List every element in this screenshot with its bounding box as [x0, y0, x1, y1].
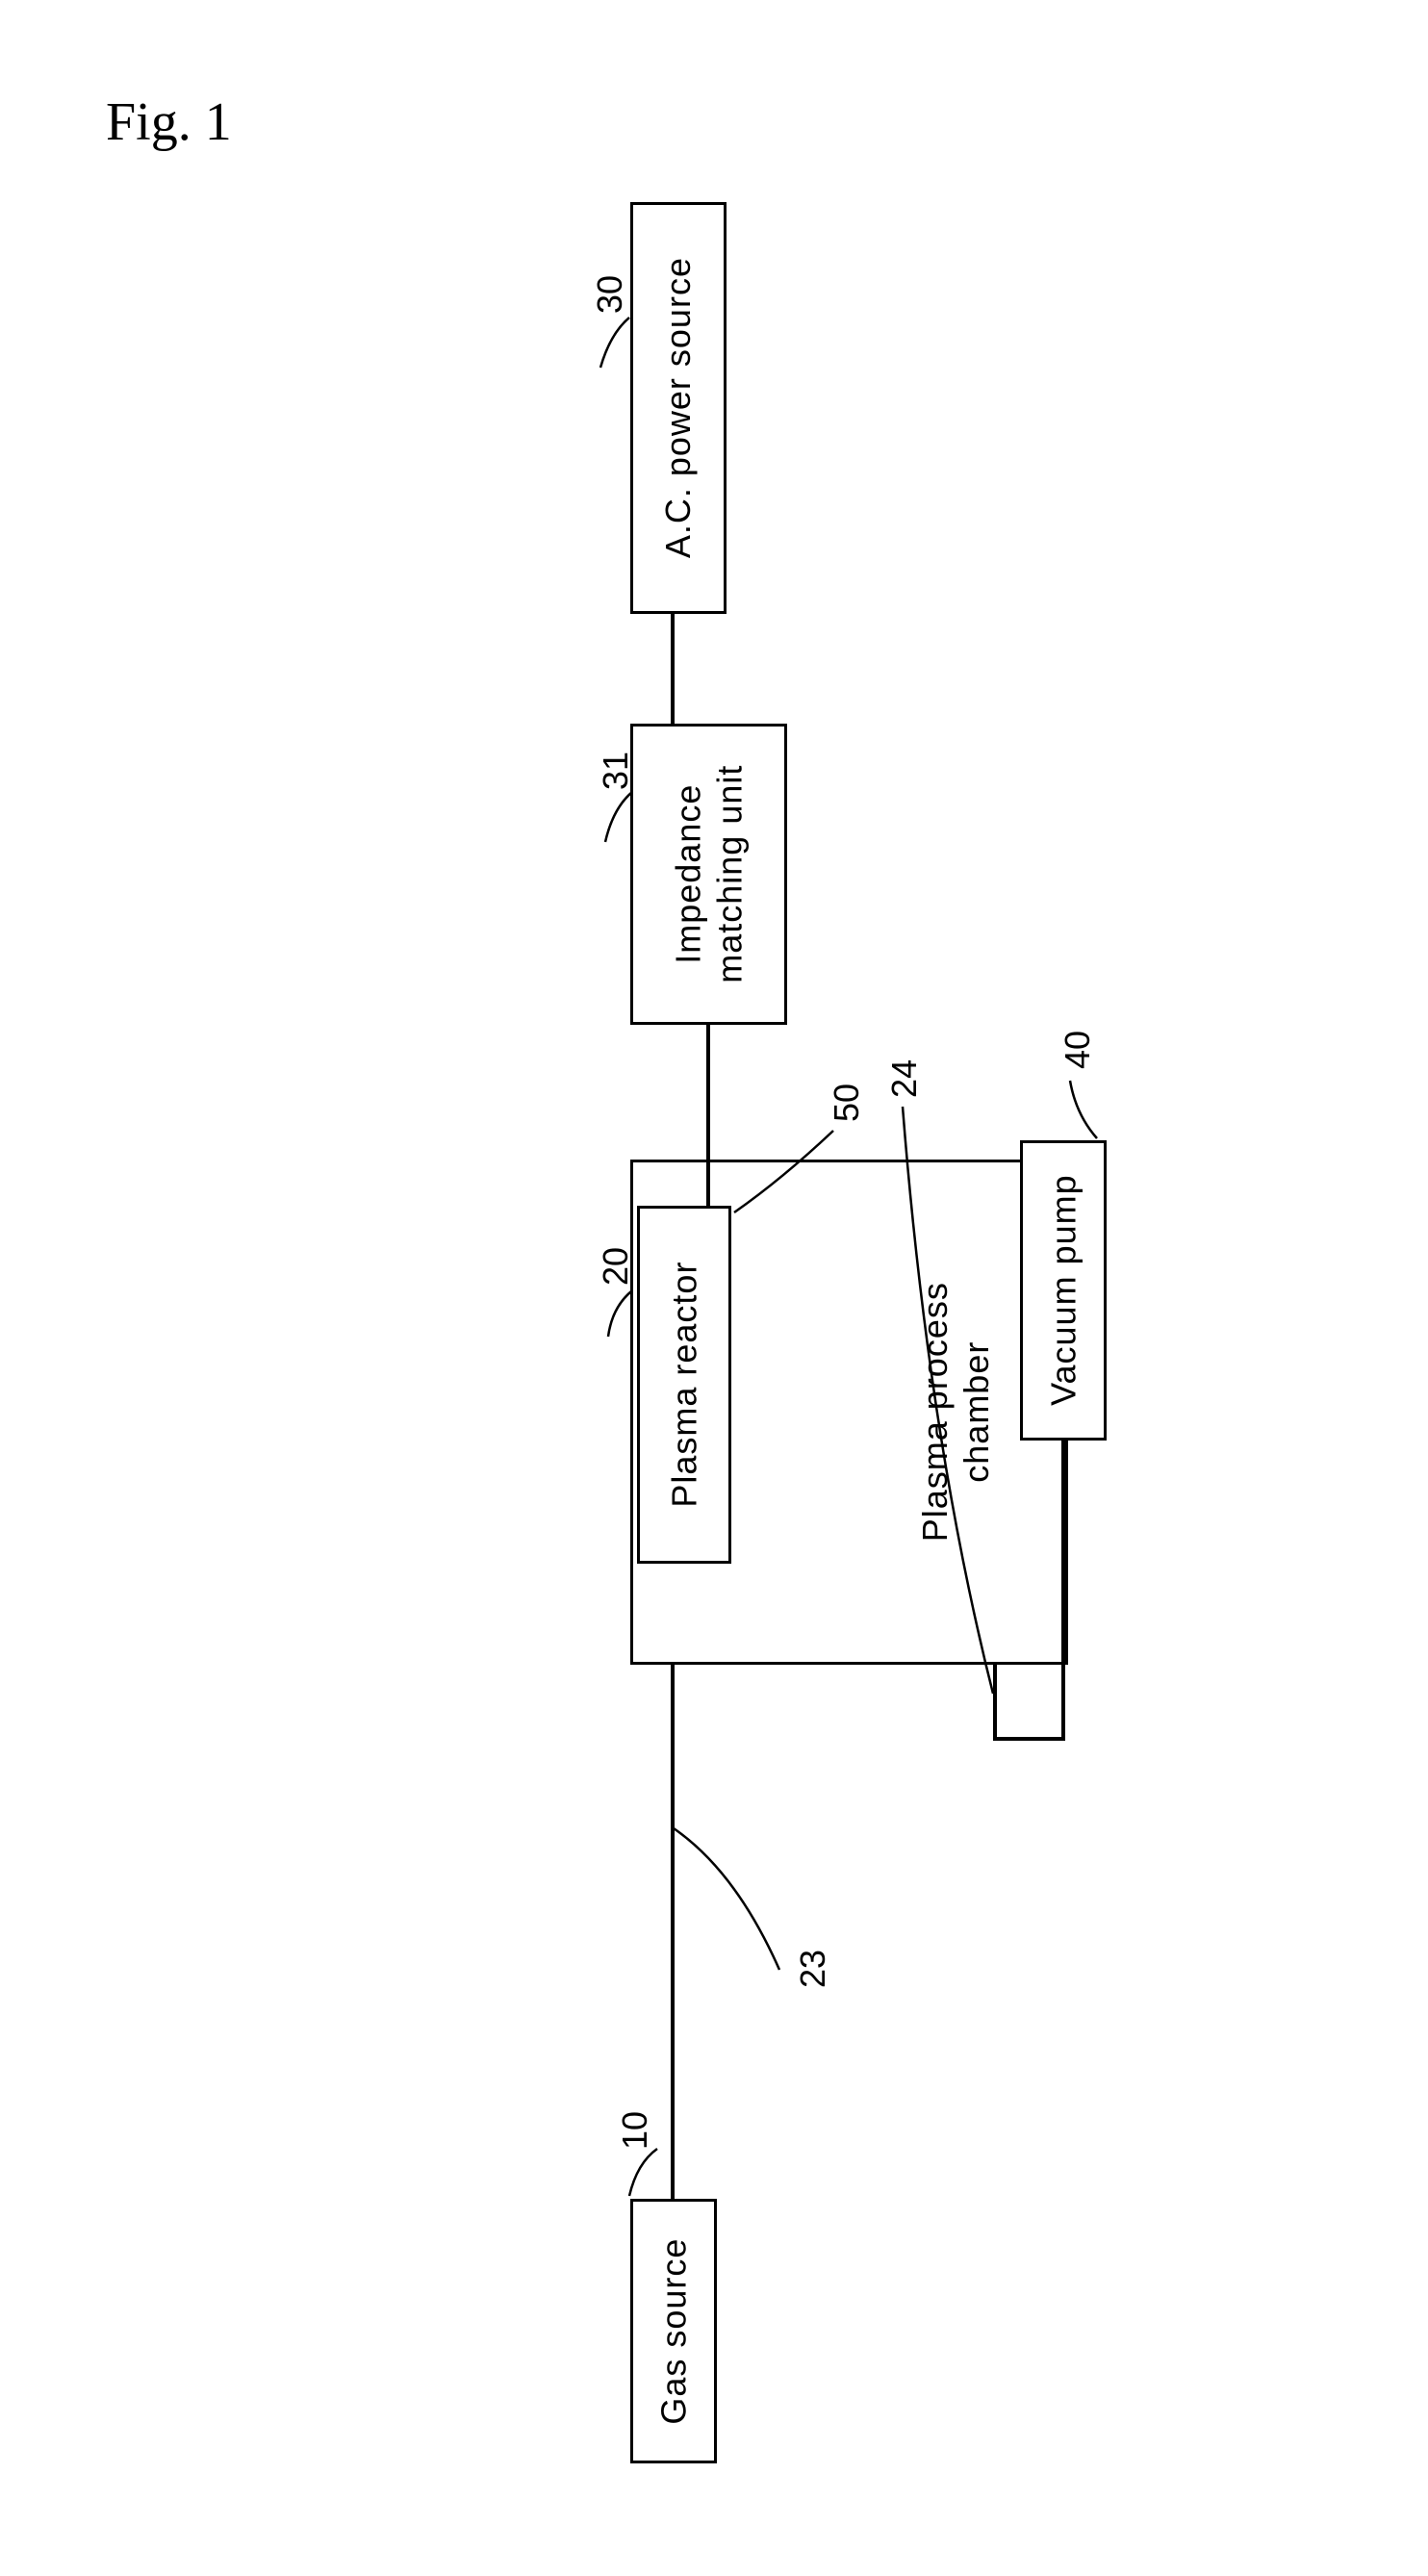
gas-line-ref: 23 [793, 1950, 833, 1988]
impedance-leader [594, 789, 647, 847]
pump-line-vert2 [1061, 1441, 1065, 1741]
gas-source-label: Gas source [652, 2237, 694, 2424]
gas-source-leader [616, 2146, 674, 2204]
vacuum-pump-label: Vacuum pump [1042, 1175, 1084, 1406]
gas-line-leader [669, 1824, 794, 1977]
ac-power-box: A.C. power source [630, 202, 727, 614]
ac-power-label: A.C. power source [657, 257, 699, 558]
reactor-impedance-line [706, 1025, 710, 1208]
impedance-box: Impedance matching unit [630, 724, 787, 1025]
pump-line-ref: 24 [884, 1059, 925, 1098]
gas-source-ref: 10 [615, 2111, 655, 2150]
vacuum-pump-leader [1060, 1076, 1109, 1143]
plasma-reactor-box: Plasma reactor [637, 1206, 731, 1564]
figure-label: Fig. 1 [106, 91, 232, 153]
impedance-ref: 31 [596, 752, 636, 790]
pump-line-horz [993, 1737, 1065, 1741]
plasma-reactor-leader [729, 1126, 845, 1222]
plasma-chamber-ref: 20 [596, 1247, 636, 1286]
plasma-reactor-label: Plasma reactor [663, 1262, 704, 1508]
gas-source-box: Gas source [630, 2199, 717, 2463]
vacuum-pump-ref: 40 [1058, 1031, 1098, 1069]
impedance-label: Impedance matching unit [667, 765, 750, 983]
pump-line-leader [895, 1102, 1006, 1698]
impedance-ac-line [671, 614, 675, 725]
vacuum-pump-box: Vacuum pump [1020, 1140, 1107, 1441]
plasma-reactor-ref: 50 [827, 1084, 867, 1122]
ac-power-ref: 30 [590, 275, 630, 314]
ac-power-leader [589, 315, 642, 372]
